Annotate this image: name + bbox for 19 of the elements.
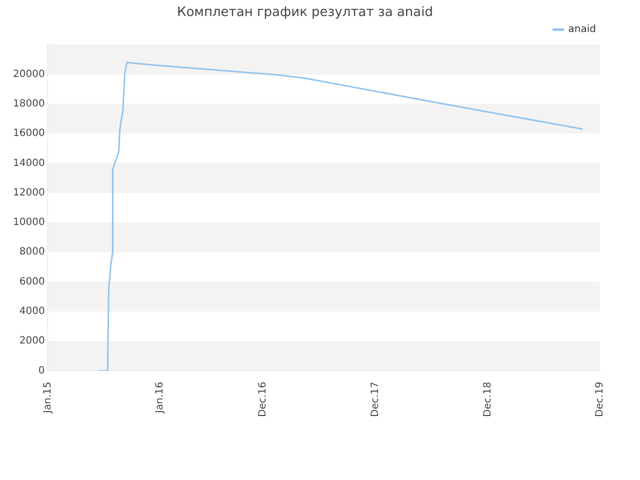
y-tick-label: 2000	[19, 336, 45, 347]
x-tick-label: Dec.17	[370, 382, 382, 418]
y-tick-label: 0	[38, 365, 45, 376]
x-tick-label: Jan.15	[42, 382, 54, 414]
legend-label: anaid	[568, 24, 596, 36]
y-tick-label: 8000	[19, 246, 45, 258]
y-tick-label: 4000	[19, 306, 45, 318]
y-tick-label: 18000	[13, 98, 45, 110]
chart-title: Комплетан график резултат за anaid	[176, 5, 434, 20]
y-tick-label: 14000	[13, 158, 45, 169]
y-tick-label: 16000	[13, 128, 45, 140]
y-tick-label: 12000	[13, 187, 45, 198]
y-tick-label: 6000	[19, 276, 45, 288]
x-tick-label: Jan.16	[154, 382, 166, 414]
x-tick-label: Dec.18	[482, 382, 494, 418]
y-tick-label: 10000	[13, 217, 45, 228]
x-tick-label: Dec.19	[594, 382, 606, 418]
y-tick-label: 20000	[13, 68, 45, 80]
x-tick-label: Dec.16	[258, 382, 269, 418]
